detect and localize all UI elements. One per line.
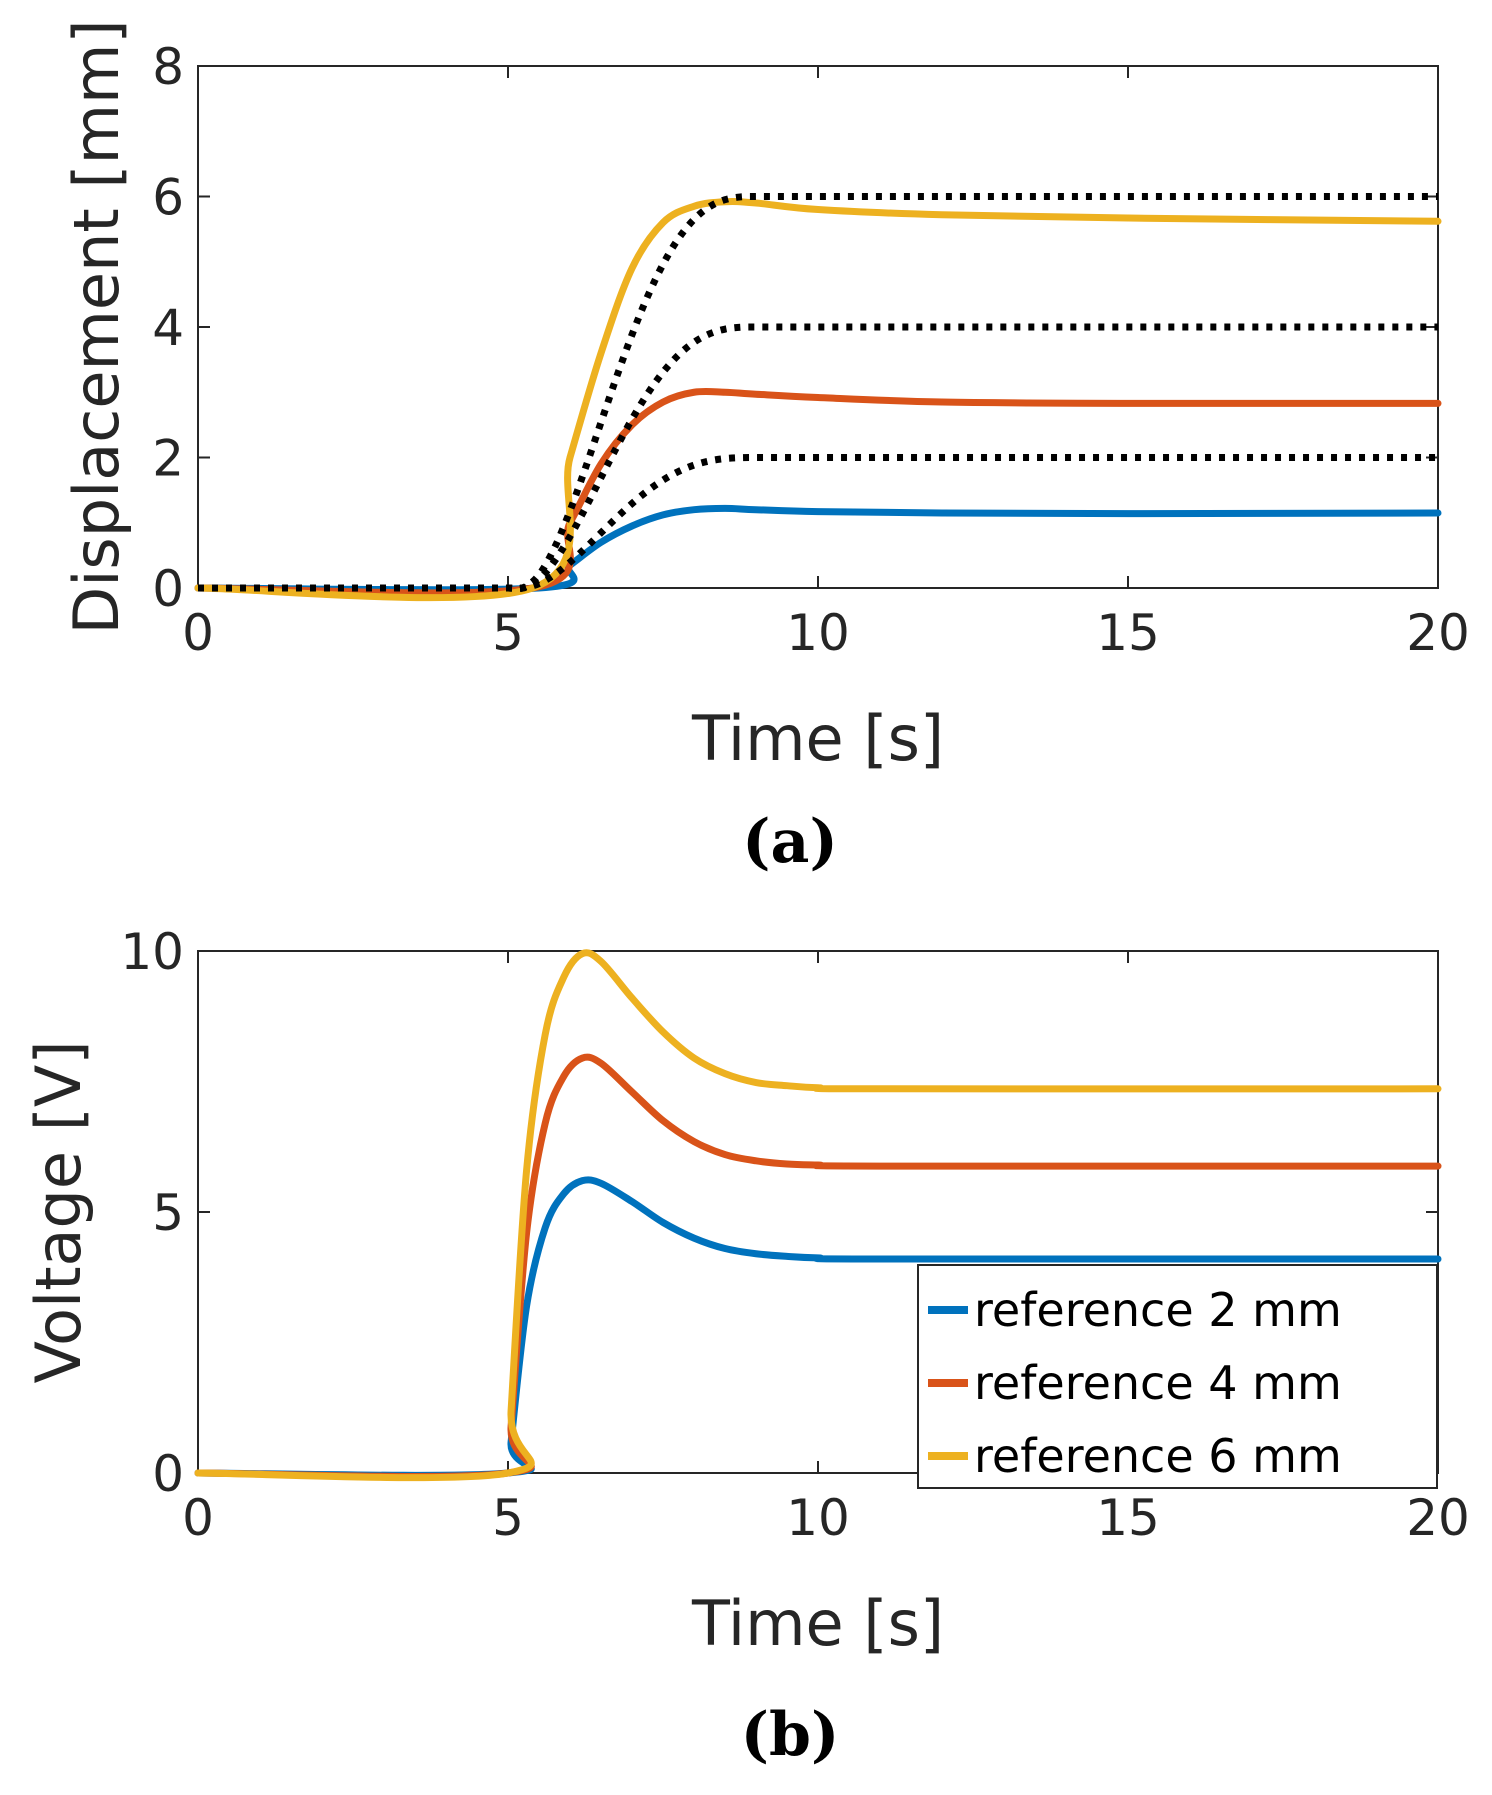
y-tick-label: 0 xyxy=(152,1445,184,1503)
series-group-b xyxy=(194,949,1442,1482)
x-axis-label-b: Time [s] xyxy=(691,1587,944,1660)
reference-line-1 xyxy=(197,453,1438,592)
y-tick-label: 6 xyxy=(152,169,184,227)
x-tick-label: 10 xyxy=(786,1489,850,1547)
x-tick-label: 5 xyxy=(492,604,524,662)
panel-label-b: (b) xyxy=(741,1700,840,1770)
series-line-3 xyxy=(194,198,1442,602)
y-tick-label: 4 xyxy=(152,299,184,357)
x-ticks-b: 0 5 10 15 20 xyxy=(182,951,1470,1547)
legend: reference 2 mm reference 4 mm reference … xyxy=(917,1264,1438,1489)
x-tick-label: 0 xyxy=(182,604,214,662)
series-line-3 xyxy=(194,949,1442,1482)
x-tick-label: 15 xyxy=(1096,604,1160,662)
x-ticks-a: 0 5 10 15 20 xyxy=(182,66,1470,662)
x-axis-label-a: Time [s] xyxy=(691,702,944,775)
x-tick-label: 20 xyxy=(1406,604,1470,662)
legend-label-1: reference 2 mm xyxy=(974,1283,1342,1337)
y-tick-label: 5 xyxy=(152,1184,184,1242)
displacement-chart: 0 2 4 6 8 0 5 10 15 20 Time [s] Displacement [mm… xyxy=(60,19,1470,877)
legend-label-2: reference 4 mm xyxy=(974,1356,1342,1410)
y-tick-label: 2 xyxy=(152,430,184,488)
x-tick-label: 20 xyxy=(1406,1489,1470,1547)
x-tick-label: 0 xyxy=(182,1489,214,1547)
series-line-1 xyxy=(194,504,1442,594)
x-tick-label: 5 xyxy=(492,1489,524,1547)
voltage-chart: 0 5 10 0 5 10 15 20 Time [s] Voltage [V] (b) r… xyxy=(22,923,1470,1770)
series-group-a xyxy=(194,192,1442,602)
y-axis-label-a: Displacement [mm] xyxy=(60,19,133,634)
y-tick-label: 0 xyxy=(152,560,184,618)
series-line-2 xyxy=(194,387,1442,597)
legend-box xyxy=(917,1264,1438,1489)
panel-label-a: (a) xyxy=(742,807,838,877)
y-axis-label-b: Voltage [V] xyxy=(22,1040,95,1383)
y-tick-label: 8 xyxy=(152,38,184,96)
x-tick-label: 15 xyxy=(1096,1489,1160,1547)
plot-area-a xyxy=(197,65,1439,589)
y-tick-label: 10 xyxy=(120,923,184,981)
y-ticks-a: 0 2 4 6 8 xyxy=(152,38,1438,618)
x-tick-label: 10 xyxy=(786,604,850,662)
y-ticks-b: 0 5 10 xyxy=(120,923,1438,1503)
legend-label-3: reference 6 mm xyxy=(974,1429,1342,1483)
